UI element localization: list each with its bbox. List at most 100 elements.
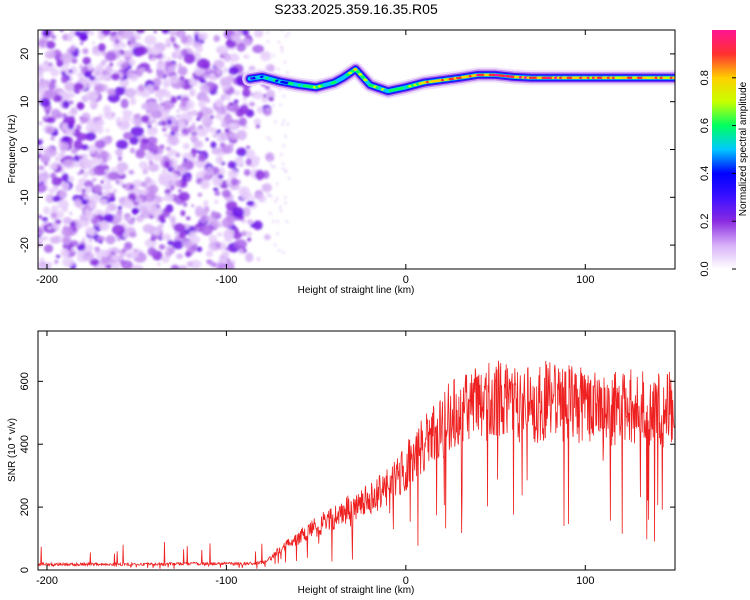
spectrogram-x-tick-label: -200 <box>36 274 58 286</box>
spectrogram-ridge-cell <box>345 73 350 76</box>
spectrogram-noise-blob <box>266 40 270 43</box>
spectrogram-noise-blob <box>82 56 91 65</box>
spectrogram-noise-blob <box>181 127 190 136</box>
spectrogram-noise-blob <box>76 101 85 111</box>
spectrogram-noise-blob <box>76 132 87 141</box>
spectrogram-noise-blob <box>52 195 61 202</box>
spectrogram-noise-blob <box>42 30 51 37</box>
spectrogram-noise-blob <box>270 195 273 198</box>
snr-panel: -200 -100 0 100 0 200 400 600 Height of straigh… <box>7 330 676 596</box>
spectrogram-noise-blob <box>39 97 51 107</box>
spectrogram-noise-blob <box>240 188 249 198</box>
spectrogram-noise-blob <box>286 71 289 74</box>
spectrogram-noise-blob <box>282 251 285 254</box>
spectrogram-noise-blob <box>275 182 279 186</box>
spectrogram-noise-blob <box>41 172 50 180</box>
spectrogram-noise-blob <box>38 87 45 97</box>
spectrogram-noise-blob <box>107 93 120 103</box>
spectrogram-noise-blob <box>87 84 92 89</box>
snr-y-tick-label: 600 <box>19 372 31 390</box>
spectrogram-noise-blob <box>62 216 72 225</box>
spectrogram-noise-blob <box>101 30 111 36</box>
spectrogram-noise-blob <box>192 139 204 149</box>
spectrogram-noise-blob <box>230 122 240 130</box>
spectrogram-noise-blob <box>170 264 180 269</box>
spectrogram-noise-blob <box>109 195 116 202</box>
spectrogram-noise-blob <box>38 241 43 248</box>
spectrogram-noise-blob <box>215 68 222 76</box>
spectrogram-noise-blob <box>166 119 173 126</box>
spectrogram-noise-blob <box>180 100 187 108</box>
spectrogram-noise-blob <box>215 98 224 109</box>
spectrogram-ridge-cell <box>350 69 355 73</box>
spectrogram-noise-blob <box>272 54 276 57</box>
spectrogram-noise-blob <box>251 155 261 163</box>
spectrogram-noise-blob <box>187 49 193 54</box>
spectrogram-noise-blob <box>215 45 229 55</box>
spectrogram-noise-blob <box>49 162 58 171</box>
spectrogram-noise-blob <box>272 104 275 107</box>
spectrogram-noise-blob <box>225 261 235 269</box>
spectrogram-noise-blob <box>133 114 138 119</box>
spectrogram-noise-blob <box>173 173 179 180</box>
spectrogram-noise-blob <box>182 142 190 150</box>
spectrogram-noise-blob <box>177 119 187 129</box>
spectrogram-noise-blob <box>49 236 60 244</box>
spectrogram-noise-blob <box>256 106 264 114</box>
spectrogram-noise-blob <box>99 198 108 206</box>
spectrogram-noise-blob <box>220 94 227 101</box>
spectrogram-noise-blob <box>116 139 128 150</box>
spectrogram-noise-blob <box>44 50 56 59</box>
spectrogram-noise-blob <box>228 66 239 75</box>
spectrogram-noise-blob <box>198 99 206 108</box>
spectrogram-noise-blob <box>279 209 283 212</box>
spectrogram-noise-blob <box>73 154 80 163</box>
spectrogram-noise-blob <box>198 32 208 41</box>
spectrogram-noise-blob <box>246 219 254 225</box>
snr-x-tick-label: 100 <box>576 575 594 587</box>
spectrogram-noise-blob <box>88 30 95 36</box>
spectrogram-noise-blob <box>58 189 68 199</box>
spectrogram-noise-blob <box>157 213 165 222</box>
spectrogram-noise-blob <box>61 71 66 76</box>
spectrogram-noise-blob <box>236 232 240 237</box>
spectrogram-noise-blob <box>138 161 148 170</box>
spectrogram-noise-blob <box>184 100 195 110</box>
spectrogram-noise-region <box>38 30 291 269</box>
spectrogram-noise-blob <box>82 251 94 262</box>
spectrogram-noise-blob <box>71 57 78 64</box>
spectrogram-noise-blob <box>210 141 217 149</box>
spectrogram-noise-blob <box>215 113 223 120</box>
spectrogram-noise-blob <box>115 148 123 156</box>
spectrogram-noise-blob <box>57 210 64 219</box>
spectrogram-noise-blob <box>267 108 270 111</box>
spectrogram-noise-blob <box>201 84 210 95</box>
spectrogram-noise-blob <box>174 179 182 188</box>
spectrogram-noise-blob <box>105 234 116 245</box>
spectrogram-noise-blob <box>277 68 280 71</box>
spectrogram-noise-blob <box>97 235 106 242</box>
spectrogram-noise-blob <box>197 153 206 163</box>
spectrogram-noise-blob <box>107 88 117 96</box>
spectrogram-noise-blob <box>151 229 158 235</box>
spectrogram-noise-blob <box>284 169 288 172</box>
spectrogram-noise-blob <box>241 30 250 36</box>
spectrogram-noise-blob <box>192 122 196 126</box>
spectrogram-noise-blob <box>279 205 282 209</box>
spectrogram-noise-blob <box>230 63 234 67</box>
spectrogram-noise-blob <box>248 101 255 107</box>
spectrogram-noise-blob <box>170 185 175 191</box>
spectrogram-noise-blob <box>245 230 253 237</box>
spectrogram-noise-blob <box>119 78 130 88</box>
spectrogram-noise-blob <box>223 114 233 124</box>
spectrogram-noise-blob <box>114 86 125 96</box>
spectrogram-noise-blob <box>178 63 182 67</box>
spectrogram-noise-blob <box>265 152 275 162</box>
spectrogram-noise-blob <box>153 85 160 91</box>
colorbar-tick-label: 0.2 <box>699 214 711 229</box>
spectrogram-noise-blob <box>67 175 75 183</box>
spectrogram-ridge-cell <box>672 76 675 80</box>
spectrogram-noise-blob <box>38 139 43 146</box>
